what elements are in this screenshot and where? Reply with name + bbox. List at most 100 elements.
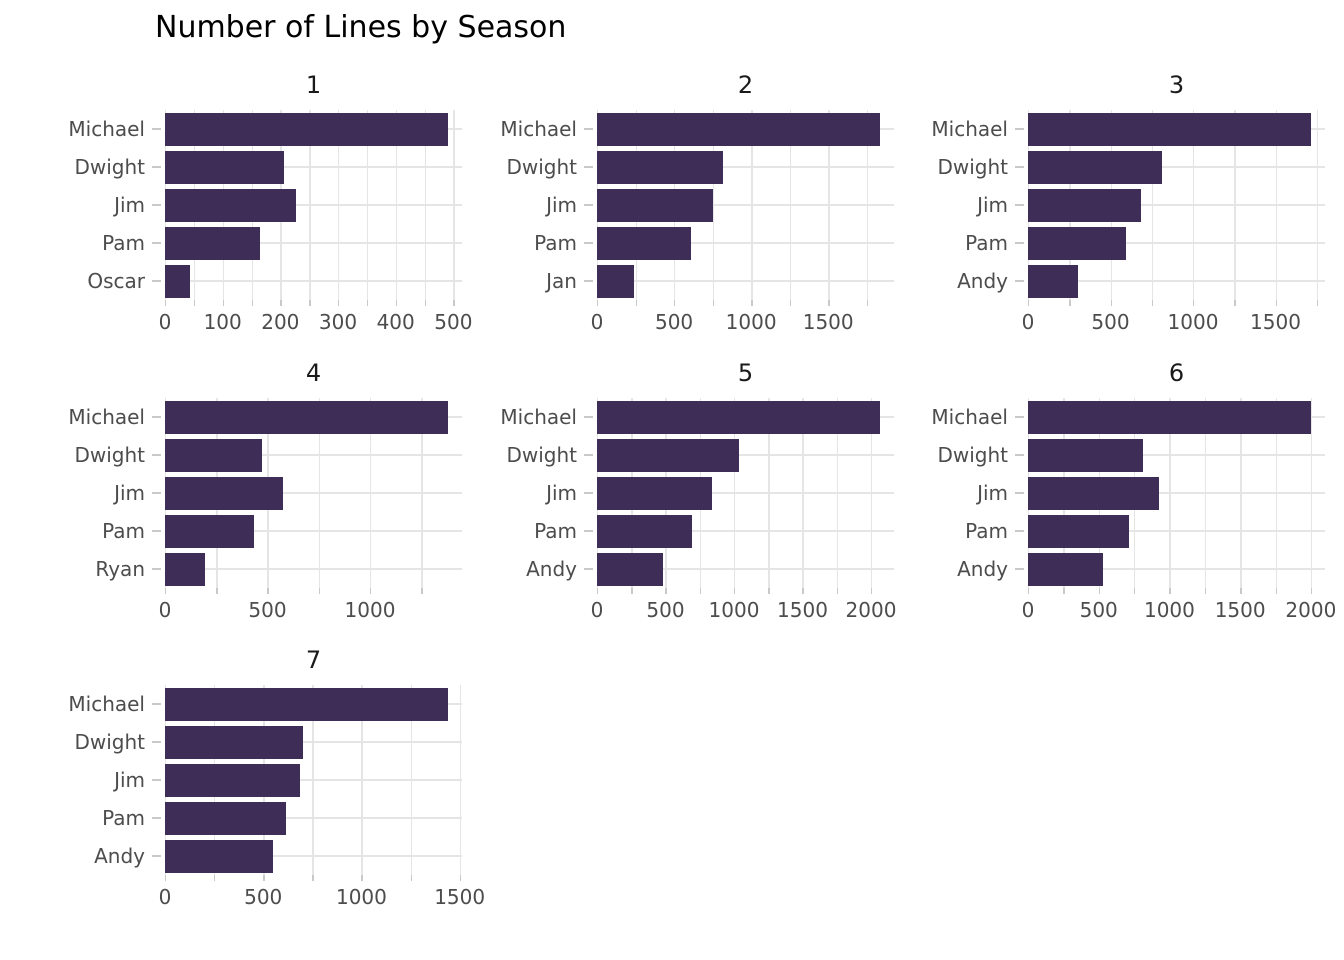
facet-panel-season-3: 3 Michael Dwight Jim Pam Andy 0 500 1000 1500 (931, 71, 1325, 334)
facet-title: 3 (1168, 71, 1185, 99)
x-tick-mark (280, 300, 282, 306)
x-tick-mark (251, 300, 253, 306)
x-tick-mark (866, 300, 869, 306)
gridline-horizontal (597, 166, 894, 168)
x-tick-label: 1500 (777, 598, 828, 622)
y-tick-label: Michael (68, 405, 145, 429)
x-tick-mark (267, 588, 269, 594)
gridline-horizontal (1028, 204, 1325, 206)
gridline-horizontal (165, 454, 462, 456)
x-tick-mark (165, 588, 167, 594)
facet-title: 4 (305, 359, 322, 387)
y-tick-label: Jim (977, 193, 1008, 217)
x-tick-label: 200 (261, 310, 300, 334)
x-tick-mark (222, 300, 225, 306)
x-tick-mark (361, 875, 363, 881)
x-tick-label: 300 (318, 310, 358, 334)
y-tick-label: Michael (500, 405, 577, 429)
facet-panel-season-7: 7 Michael Dwight Jim Pam Andy 0 500 1000 1500 (68, 646, 485, 909)
facet-title: 1 (305, 71, 322, 99)
bar-michael-season-6 (1028, 400, 1311, 434)
x-tick-mark (674, 300, 676, 306)
y-tick-mark (1015, 568, 1024, 570)
bar-jim-season-7 (165, 763, 300, 797)
x-tick-label: 400 (376, 310, 415, 334)
y-tick-mark (1015, 204, 1024, 206)
x-tick-mark (366, 300, 369, 306)
y-tick-mark (584, 166, 593, 168)
y-tick-label: Jim (546, 481, 577, 505)
x-tick-mark (1234, 300, 1236, 306)
facet-title: 7 (305, 646, 322, 674)
x-tick-mark (1069, 300, 1071, 306)
x-tick-mark (836, 588, 839, 594)
y-tick-mark (152, 128, 161, 130)
facet-panel-season-4: 4 Michael Dwight Jim Pam Ryan 0 500 1000 (68, 359, 462, 622)
bar-pam-season-4 (165, 514, 255, 548)
y-tick-label: Pam (534, 231, 577, 255)
chart-title: Number of Lines by Season (155, 10, 567, 45)
y-tick-label: Pam (102, 519, 145, 543)
x-tick-mark (699, 588, 702, 594)
gridline-horizontal (165, 166, 462, 168)
x-tick-mark (459, 875, 462, 881)
y-tick-mark (584, 454, 593, 456)
bar-jim-season-1 (165, 188, 296, 222)
gridline-horizontal (165, 779, 462, 781)
gridline-horizontal (597, 280, 894, 282)
y-tick-label: Andy (526, 557, 577, 581)
bar-andy-season-6 (1028, 552, 1103, 586)
y-tick-mark (1015, 280, 1024, 282)
x-tick-mark (1275, 588, 1277, 594)
x-tick-mark (597, 588, 599, 594)
x-tick-mark (1316, 300, 1319, 306)
y-tick-label: Jim (114, 768, 145, 792)
y-tick-mark (1015, 492, 1024, 494)
bar-pam-season-7 (165, 801, 286, 835)
y-tick-label: Michael (500, 117, 577, 141)
y-tick-label: Michael (68, 117, 145, 141)
y-tick-label: Andy (957, 269, 1008, 293)
x-tick-mark (631, 588, 633, 594)
x-tick-mark (665, 588, 667, 594)
y-tick-mark (152, 855, 161, 857)
y-tick-label: Michael (931, 405, 1008, 429)
x-tick-mark (712, 300, 714, 306)
bar-dwight-season-4 (165, 438, 263, 472)
x-tick-label: 1000 (725, 310, 777, 334)
gridline-horizontal (165, 568, 462, 570)
bar-michael-season-4 (165, 400, 448, 434)
x-tick-mark (1240, 588, 1242, 594)
bar-jan-season-2 (597, 264, 634, 298)
gridline-horizontal (165, 741, 462, 743)
y-tick-mark (152, 530, 161, 532)
facet-title: 5 (737, 359, 754, 387)
gridline-horizontal (597, 204, 894, 206)
x-tick-mark (410, 875, 412, 881)
y-tick-mark (152, 779, 161, 781)
y-tick-mark (152, 741, 161, 743)
gridline-horizontal (597, 492, 894, 494)
x-tick-mark (802, 588, 804, 594)
y-tick-label: Jim (114, 481, 145, 505)
x-tick-label: 1500 (434, 885, 486, 909)
y-tick-label: Michael (68, 692, 145, 716)
bar-jim-season-2 (597, 188, 713, 222)
gridline-horizontal (597, 568, 894, 570)
x-tick-label: 0 (158, 885, 172, 909)
y-tick-mark (152, 242, 161, 244)
gridline-horizontal (165, 817, 462, 819)
y-tick-mark (152, 492, 161, 494)
y-tick-label: Dwight (937, 443, 1008, 467)
x-tick-mark (453, 300, 455, 306)
bar-michael-season-7 (165, 687, 448, 721)
bar-jim-season-4 (165, 476, 283, 510)
y-tick-mark (1015, 454, 1024, 456)
y-tick-label: Dwight (74, 443, 145, 467)
gridline-horizontal (597, 530, 894, 532)
bar-dwight-season-6 (1028, 438, 1144, 472)
x-tick-mark (165, 875, 167, 881)
x-tick-label: 500 (244, 885, 283, 909)
facet-panel-season-2: 2 Michael Dwight Jim Pam Jan 0 500 1000 1500 (500, 71, 894, 334)
x-tick-mark (597, 300, 599, 306)
